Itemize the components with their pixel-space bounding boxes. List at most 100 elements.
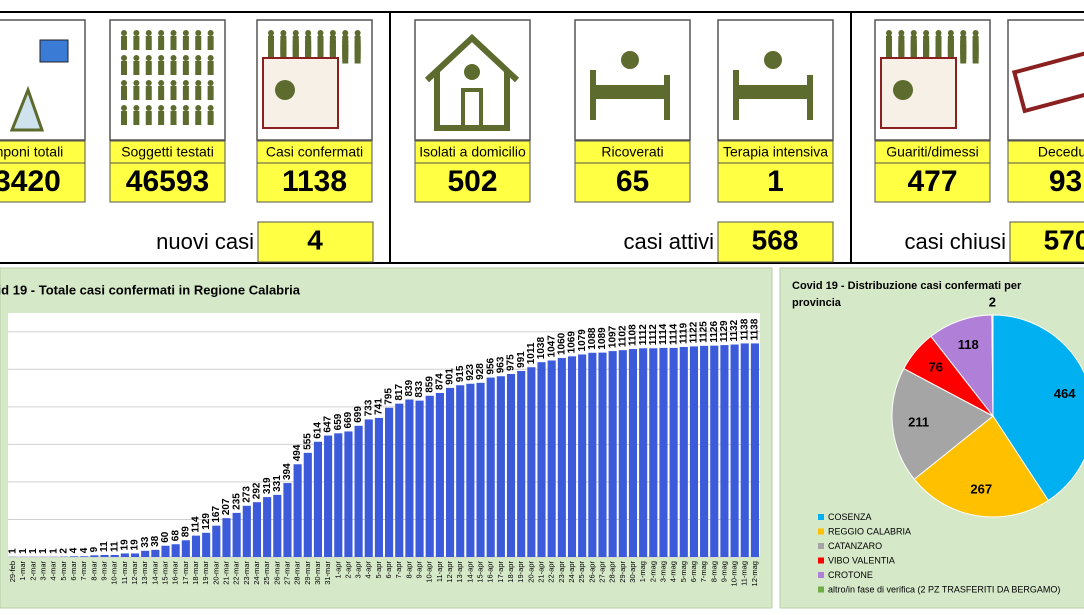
icon	[195, 36, 201, 50]
icon	[195, 105, 201, 111]
bar	[395, 404, 403, 557]
card-label: Isolati a domicilio	[419, 144, 526, 160]
icon	[268, 44, 274, 50]
x-tick-label: 8-mar	[89, 561, 98, 581]
bar	[151, 550, 159, 557]
icon	[121, 36, 127, 50]
icon	[183, 61, 189, 75]
x-tick-label: 14-apr	[465, 561, 474, 583]
bar	[456, 385, 464, 557]
icon	[960, 50, 966, 64]
bar	[487, 378, 495, 557]
bar	[283, 483, 291, 557]
x-tick-label: 11-mag	[740, 561, 749, 586]
icon	[183, 55, 189, 61]
icon	[158, 105, 164, 111]
legend-label: CROTONE	[828, 570, 873, 580]
legend-label: VIBO VALENTIA	[828, 555, 895, 565]
x-tick-label: 21-apr	[536, 561, 545, 583]
icon	[121, 61, 127, 75]
icon	[280, 44, 286, 50]
icon	[133, 105, 139, 111]
legend-label: CATANZARO	[828, 541, 882, 551]
bar	[629, 349, 637, 557]
x-tick-label: 21-mar	[221, 561, 230, 585]
bar	[161, 546, 169, 557]
summary-value: 568	[752, 224, 799, 255]
card-label: Deceduti	[1038, 144, 1084, 160]
x-tick-label: 25-mar	[262, 561, 271, 585]
icon	[973, 44, 979, 50]
x-tick-label: 2-mar	[28, 561, 37, 581]
bar	[690, 346, 698, 557]
bar	[426, 396, 434, 557]
bar	[304, 453, 312, 557]
bar	[375, 418, 383, 557]
x-tick-label: 10-mar	[110, 561, 119, 585]
icon	[293, 44, 299, 50]
bar	[609, 351, 617, 557]
icon	[121, 55, 127, 61]
bar	[355, 426, 363, 557]
x-tick-label: 6-apr	[384, 561, 393, 579]
legend-swatch	[818, 587, 824, 593]
x-tick-label: 11-mar	[120, 561, 129, 585]
x-tick-label: 4-apr	[364, 561, 373, 579]
icon	[158, 80, 164, 86]
icon	[911, 44, 917, 50]
bar	[334, 433, 342, 557]
icon	[158, 30, 164, 36]
legend-swatch	[818, 514, 824, 520]
icon	[464, 64, 480, 80]
icon	[621, 51, 639, 69]
icon	[146, 36, 152, 50]
card-label: Ricoverati	[601, 144, 663, 160]
icon	[183, 86, 189, 100]
icon	[305, 44, 311, 50]
icon	[133, 80, 139, 86]
icon	[121, 30, 127, 36]
icon	[171, 55, 177, 61]
x-tick-label: 28-mar	[293, 561, 302, 585]
x-tick-label: 6-mag	[689, 561, 698, 582]
bar	[111, 555, 119, 557]
x-tick-label: 26-apr	[587, 561, 596, 583]
icon	[208, 36, 214, 50]
icon	[195, 30, 201, 36]
card-label: mponi totali	[0, 144, 63, 160]
icon	[146, 111, 152, 125]
icon	[898, 44, 904, 50]
icon	[133, 111, 139, 125]
bar	[436, 393, 444, 557]
legend-swatch	[818, 543, 824, 549]
icon	[208, 105, 214, 111]
x-tick-label: 25-apr	[577, 561, 586, 583]
icon	[133, 30, 139, 36]
icon	[208, 30, 214, 36]
bar	[253, 502, 261, 557]
card-value: 65	[616, 165, 649, 198]
icon	[342, 44, 348, 50]
x-tick-label: 1-mag	[638, 561, 647, 582]
bar	[680, 347, 688, 557]
bar	[80, 556, 88, 557]
stat-card: Ricoverati 65	[575, 20, 690, 202]
x-tick-label: 18-mar	[191, 561, 200, 585]
icon	[121, 86, 127, 100]
plot-area	[8, 313, 760, 557]
icon	[590, 85, 670, 99]
x-tick-label: 4-mar	[49, 561, 58, 581]
icon	[208, 86, 214, 100]
bar	[131, 553, 139, 557]
icon	[146, 30, 152, 36]
x-tick-label: 2-apr	[343, 561, 352, 579]
bar	[365, 419, 373, 557]
bar	[172, 544, 180, 557]
bar	[294, 464, 302, 557]
icon	[121, 105, 127, 111]
bar	[517, 371, 525, 557]
chart-title: Covid 19 - Totale casi confermati in Reg…	[0, 282, 301, 297]
card-label: Casi confermati	[266, 144, 363, 160]
